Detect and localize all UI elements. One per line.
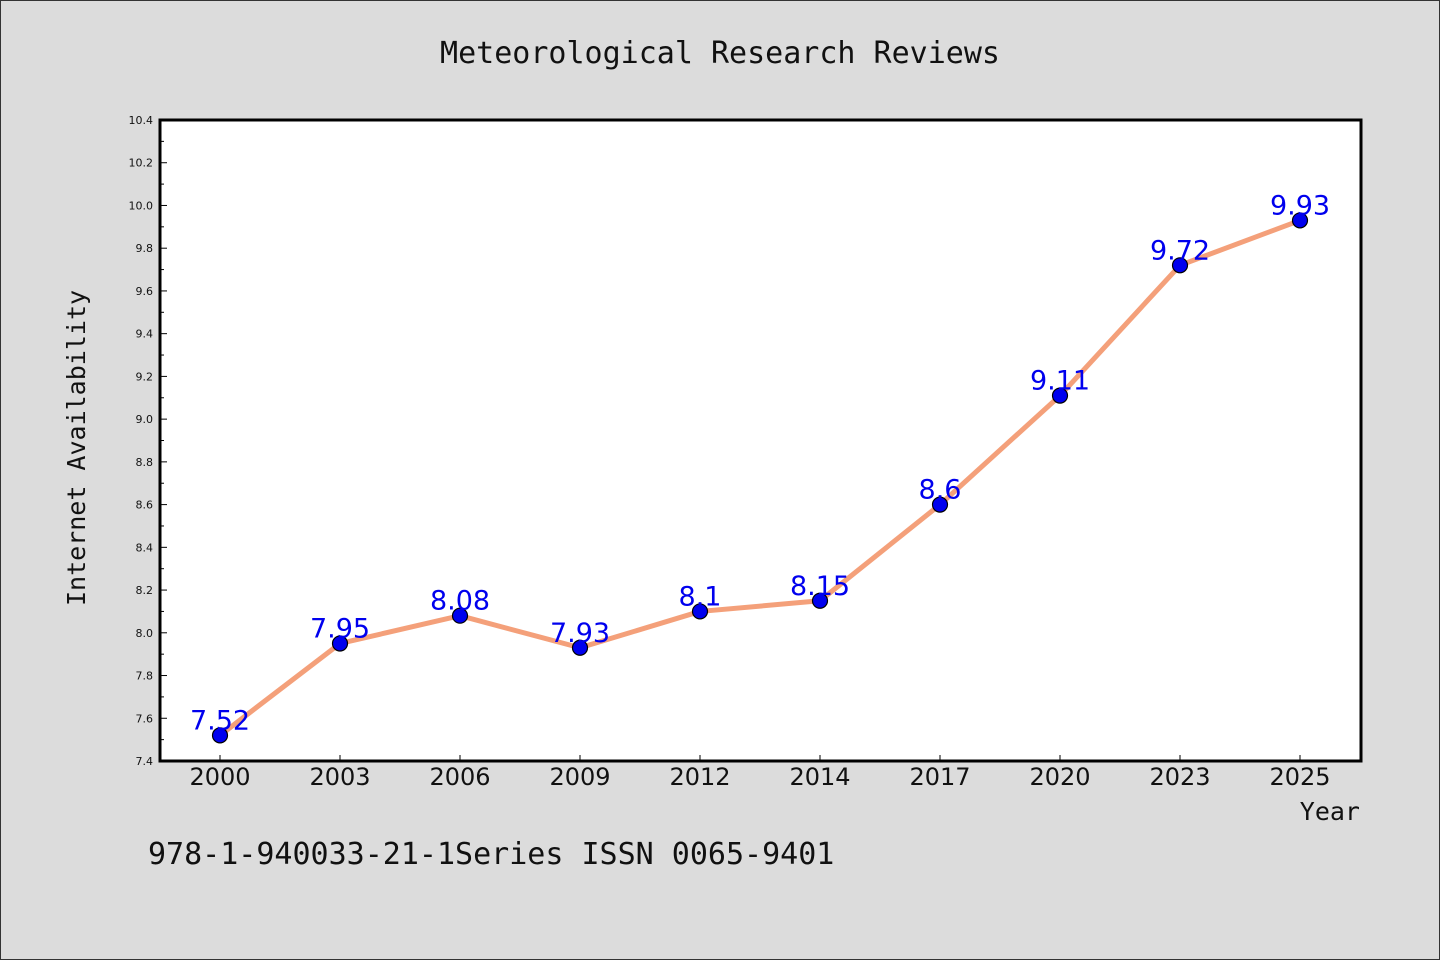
series-line: [217, 217, 1303, 738]
x-tick-label: 2006: [429, 763, 490, 791]
series-layer: [211, 212, 1309, 744]
x-tick-label: 2000: [189, 763, 250, 791]
x-tick-label: 2020: [1029, 763, 1090, 791]
data-label: 9.11: [1030, 366, 1090, 397]
y-axis-ticks: 7.4 7.6 7.8 8.0 8.2 8.4 8.6 8.8 9.0 9.2 9.4 9.6 9.8 1…: [129, 114, 167, 768]
y-tick-label: 9.4: [136, 328, 154, 341]
y-tick-label: 8.2: [136, 584, 154, 597]
y-axis-label: Internet Availability: [62, 290, 91, 606]
y-tick-label: 8.6: [136, 499, 154, 512]
y-tick-label: 9.6: [136, 285, 154, 298]
data-label: 7.93: [550, 618, 610, 649]
data-point: [811, 592, 829, 609]
data-label: 8.08: [430, 586, 490, 617]
x-tick-label: 2017: [909, 763, 970, 791]
data-label: 9.72: [1150, 235, 1210, 266]
data-point: [1051, 387, 1069, 404]
x-axis-label: Year: [1300, 797, 1360, 826]
footer-isbn-issn: 978-1-940033-21-1Series ISSN 0065-9401: [148, 837, 834, 872]
y-tick-label: 8.8: [136, 456, 154, 469]
y-tick-label: 7.8: [136, 670, 154, 683]
data-point: [451, 607, 469, 624]
y-tick-label: 10.4: [129, 114, 154, 127]
x-tick-label: 2014: [789, 763, 850, 791]
data-label: 7.52: [190, 705, 250, 736]
y-tick-label: 8.0: [136, 627, 154, 640]
data-label: 9.93: [1270, 190, 1330, 221]
x-tick-label: 2023: [1149, 763, 1210, 791]
y-tick-label: 9.2: [136, 370, 154, 383]
x-axis-ticks: 2000 2003 2006 2009 2012 2014 2017 2020 2023 2025: [189, 755, 1331, 791]
y-tick-label: 7.6: [136, 712, 154, 725]
data-label: 7.95: [310, 613, 370, 644]
y-tick-label: 7.4: [136, 755, 154, 768]
x-tick-label: 2025: [1269, 763, 1330, 791]
plot-area: [158, 118, 1363, 763]
data-labels: 7.52 7.95 8.08 7.93 8.1 8.15 8.6 9.11 9.72 9.93: [190, 190, 1330, 736]
chart-title: Meteorological Research Reviews: [440, 36, 1000, 71]
data-point: [931, 496, 949, 513]
data-label: 8.1: [679, 581, 722, 612]
x-tick-label: 2012: [669, 763, 730, 791]
y-tick-label: 8.4: [136, 541, 154, 554]
data-point: [571, 639, 589, 656]
data-point: [691, 603, 709, 620]
y-tick-label: 9.8: [136, 242, 154, 255]
data-point: [331, 635, 349, 652]
y-tick-label: 9.0: [136, 413, 154, 426]
data-label: 8.6: [919, 475, 962, 506]
x-tick-label: 2009: [549, 763, 610, 791]
y-tick-label: 10.2: [129, 157, 154, 170]
x-tick-label: 2003: [309, 763, 370, 791]
data-point: [211, 727, 229, 744]
data-point: [1171, 257, 1189, 274]
y-tick-label: 10.0: [129, 199, 154, 212]
data-label: 8.15: [790, 571, 850, 602]
data-point: [1291, 212, 1309, 229]
